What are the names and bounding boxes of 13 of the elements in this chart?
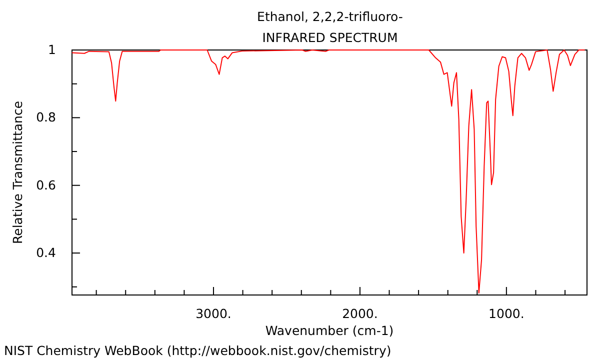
y-tick-label: 0.6	[36, 177, 56, 192]
y-axis-title: Relative Transmittance	[10, 100, 25, 244]
x-tick-label: 1000.	[488, 306, 524, 321]
chart-subtitle: INFRARED SPECTRUM	[262, 30, 398, 45]
x-axis-title: Wavenumber (cm-1)	[265, 323, 394, 338]
line-series	[72, 50, 586, 294]
y-tick-label: 0.8	[36, 110, 56, 125]
x-tick-label: 2000.	[342, 306, 378, 321]
text: NIST Chemistry WebBook (http://webbook.nist.gov/chemistry)	[4, 343, 392, 358]
chart-title: Ethanol, 2,2,2-trifluoro-	[257, 9, 403, 24]
x-tick-label: 3000.	[196, 306, 232, 321]
y-tick-label: 0.4	[36, 245, 56, 260]
y-tick-label: 1	[48, 42, 56, 57]
